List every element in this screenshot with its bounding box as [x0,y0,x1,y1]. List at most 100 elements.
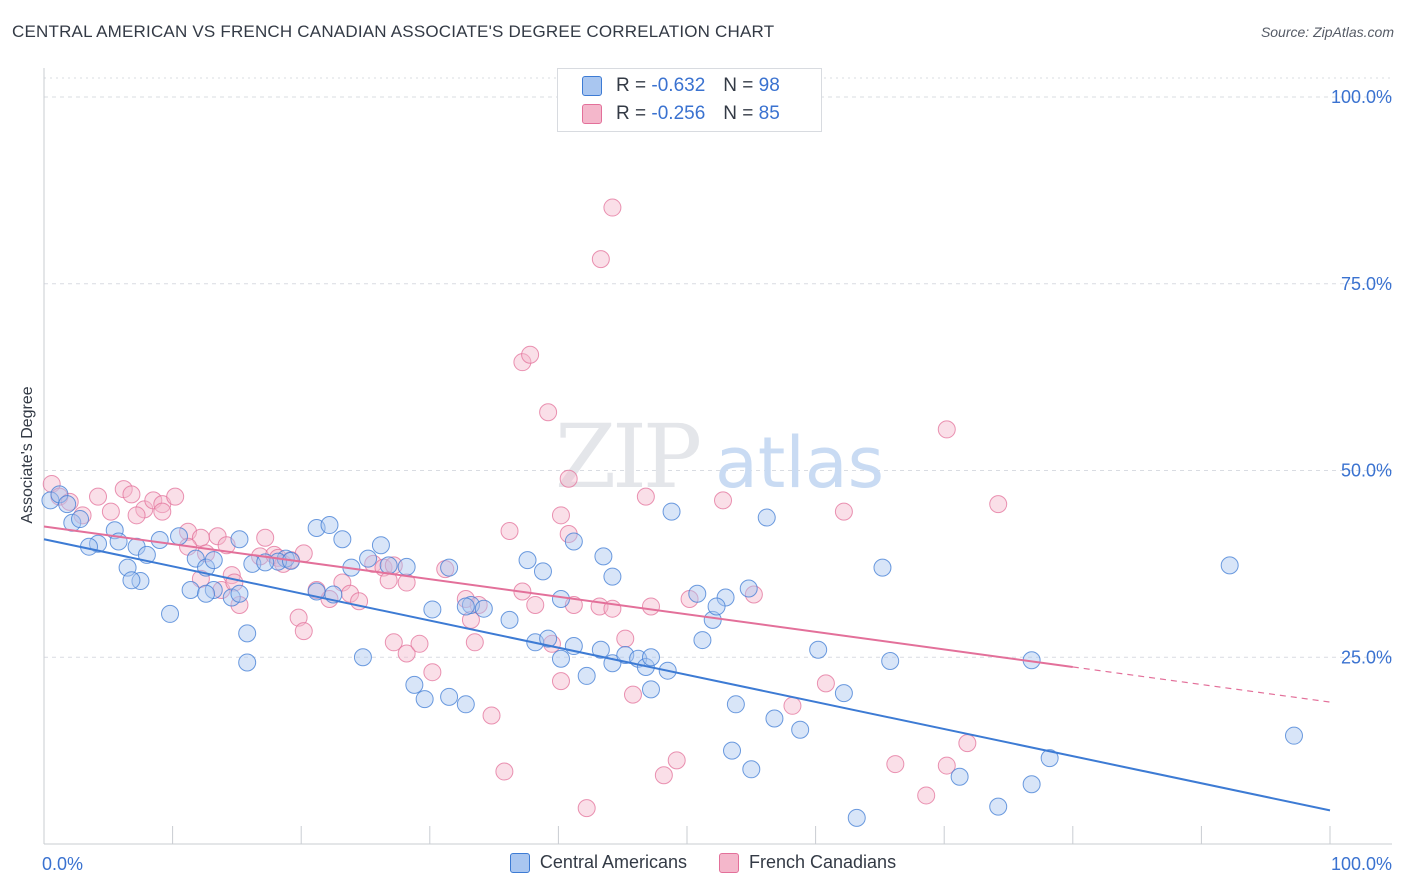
french-canadian-point [256,528,275,547]
central-american-point [474,599,493,618]
central-american-point [122,571,141,590]
french-canadian-point [60,492,79,511]
french-canadian-point [465,633,484,652]
french-canadian-point [526,595,545,614]
french-canadian-point [937,420,956,439]
central-american-point [989,797,1008,816]
legend-r-value: -0.632 [651,75,706,96]
central-american-point [238,653,257,672]
central-american-trend-line [43,538,1331,812]
central-american-point [693,631,712,650]
grid [44,77,1392,658]
legend-item-central-americans: Central Americans [509,852,687,873]
french-canadian-point [744,585,763,604]
legend-label: French Canadians [748,852,897,872]
legend-swatch-blue [509,852,530,873]
french-canadian-point [834,502,853,521]
central-american-point [564,532,583,551]
french-canadian-point [423,663,442,682]
central-american-point [662,502,681,521]
central-american-point [533,562,552,581]
central-american-point [1220,556,1239,575]
french-canadian-point [410,634,429,653]
central-american-point [742,760,761,779]
central-american-point [456,597,475,616]
central-american-point [105,521,124,540]
watermark-atlas: atlas [715,422,884,504]
french-canadian-point [500,522,519,541]
french-canadian-trend-line-extension [1072,666,1331,703]
french-canadian-trend-line [43,525,1073,668]
x-tick-label: 0.0% [42,854,83,874]
watermark-zip: ZIP [555,405,700,508]
y-tick-label: 100.0% [1331,87,1392,107]
central-american-point [765,709,784,728]
stats-legend: R = -0.632 N = 98 R = -0.256 N = 85 [557,68,822,132]
french-canadian-point [667,751,686,770]
french-canadian-point [101,502,120,521]
central-american-point [723,741,742,760]
french-canadian-point [127,506,146,525]
french-canadian-point [521,345,540,364]
source-label: Source: ZipAtlas.com [1260,24,1394,40]
legend-r-label: R = [616,103,647,124]
french-canadian-point [886,755,905,774]
central-american-point [500,610,519,629]
french-canadian-point [384,633,403,652]
central-american-point [834,684,853,703]
central-american-point [353,648,372,667]
central-american-point [150,530,169,549]
trend-lines [43,525,1331,812]
french-canadian-point [397,573,416,592]
central-american-point [371,536,390,555]
french-canadian-point [937,756,956,775]
central-american-point [591,640,610,659]
tick-labels: 25.0% 50.0% 75.0% 100.0% 0.0% 100.0% [42,87,1392,874]
central-american-point [161,604,180,623]
central-american-point [197,584,216,603]
central-american-point [603,567,622,586]
central-american-point [847,808,866,827]
french-canadian-point [289,608,308,627]
french-canadian-point [482,706,501,725]
central-american-point [791,720,810,739]
central-american-point [230,530,249,549]
central-american-point [551,649,570,668]
legend-n-label: N = [723,75,754,96]
french-canadian-point [989,495,1008,514]
central-american-point [726,695,745,714]
central-american-point [238,624,257,643]
central-american-point [594,547,613,566]
central-american-point [440,558,459,577]
french-canadian-point [641,597,660,616]
y-tick-label: 50.0% [1341,461,1392,481]
y-tick-label: 25.0% [1341,647,1392,667]
legend-r-label: R = [616,75,647,96]
legend-swatch-pink [718,852,739,873]
legend-label: Central Americans [539,852,687,872]
central-american-point [71,510,90,529]
y-tick-label: 75.0% [1341,274,1392,294]
central-american-point [333,530,352,549]
central-american-point [320,516,339,535]
french-canadian-point [816,674,835,693]
french-canadian-point [153,502,172,521]
central-american-point [757,508,776,527]
central-american-point [397,557,416,576]
french-canadian-point [495,762,514,781]
central-american-point [641,680,660,699]
french-canadian-point [714,491,733,510]
french-canadian-point [551,506,570,525]
central-american-point [131,572,150,591]
french-canadian-point [783,696,802,715]
central-american-point [440,687,459,706]
legend-n-value: 98 [758,75,780,96]
central-american-point [405,675,424,694]
legend-swatch-pink [582,104,602,124]
central-american-point [881,651,900,670]
central-american-point [1284,726,1303,745]
central-american-point [456,695,475,714]
french-canadian-point [513,353,532,372]
central-american-point [359,549,378,568]
